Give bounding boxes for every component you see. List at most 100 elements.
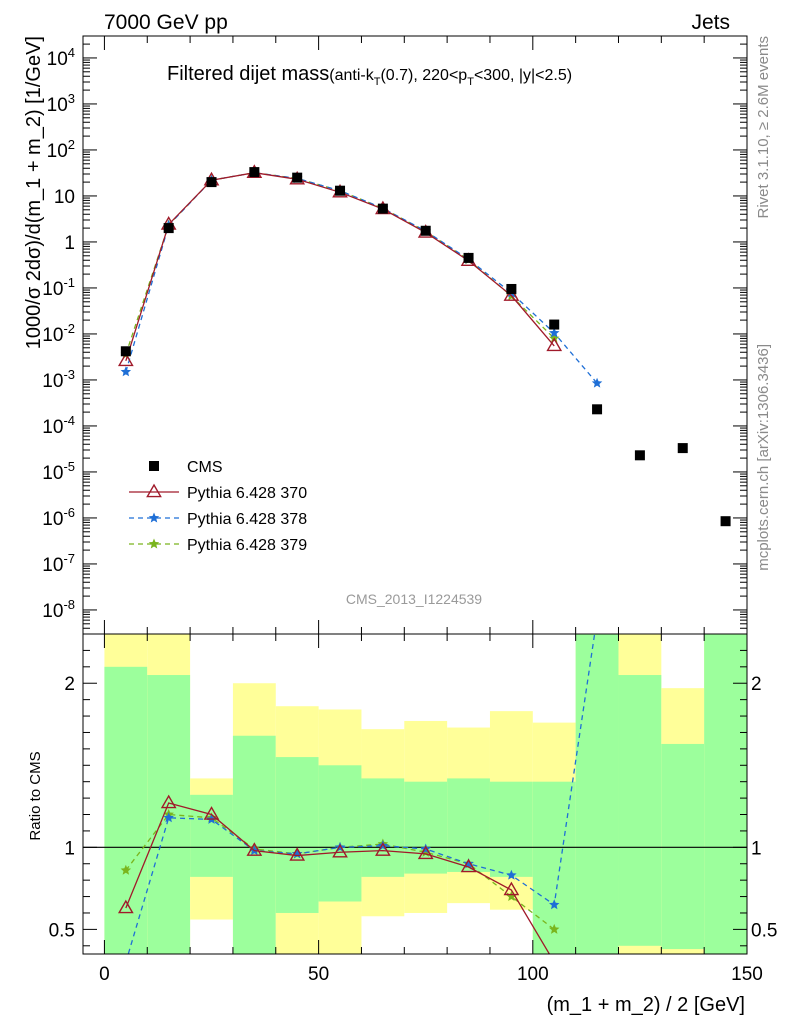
uncertainty-band-green <box>447 778 490 872</box>
legend-label: Pythia 6.428 378 <box>187 511 307 528</box>
data-point <box>120 346 131 357</box>
data-point <box>292 172 303 183</box>
uncertainty-band-green <box>489 781 533 877</box>
data-point <box>460 858 477 873</box>
data-point <box>720 516 731 527</box>
main-panel-frame <box>82 35 748 635</box>
y-tick-label: 10-6 <box>42 505 75 530</box>
main-panel <box>117 164 731 527</box>
x-tick-label: 150 <box>731 964 763 985</box>
uncertainty-band-green <box>318 765 362 902</box>
uncertainty-band-green <box>275 757 319 913</box>
series-line <box>125 172 555 362</box>
uncertainty-band-green <box>575 634 619 954</box>
ratio-y-tick-label-right: 2 <box>751 674 762 695</box>
uncertainty-band-green <box>147 675 191 954</box>
header-right: Jets <box>691 11 730 34</box>
header-left: 7000 GeV pp <box>104 11 228 34</box>
y-tick-label: 10-4 <box>42 413 75 438</box>
data-point <box>463 252 474 263</box>
data-point <box>546 337 563 352</box>
data-point <box>634 450 645 461</box>
ratio-panel-frame <box>82 633 748 955</box>
uncertainty-band-green <box>232 735 276 954</box>
data-point <box>203 806 220 820</box>
data-point <box>249 167 260 178</box>
x-tick-label: 0 <box>99 964 110 985</box>
data-point <box>592 612 602 622</box>
data-point <box>160 794 177 809</box>
data-point <box>548 923 560 934</box>
y-axis-label: 1000/σ 2dσ)/d(m_1 + m_2) [1/GeV] <box>23 36 45 349</box>
data-point <box>206 177 217 188</box>
main-title: Filtered dijet mass(anti-kT(0.7), 220<pT… <box>167 63 572 88</box>
data-point <box>548 327 560 338</box>
data-point <box>335 185 346 196</box>
ratio-y-tick-label-right: 1 <box>751 838 762 859</box>
y-tick-label: 10-7 <box>42 551 75 576</box>
data-point <box>117 352 134 367</box>
data-point <box>117 899 134 914</box>
y-tick-label: 10-5 <box>42 459 75 484</box>
data-point <box>420 225 431 236</box>
data-point <box>548 899 560 910</box>
data-point <box>377 203 388 214</box>
legend-label: CMS <box>187 459 223 476</box>
data-point <box>554 953 555 954</box>
y-tick-label: 103 <box>47 91 75 116</box>
data-point <box>417 845 434 860</box>
y-tick-label: 1 <box>64 233 75 254</box>
side-text-bottom: mcplots.cern.ch [arXiv:1306.3436] <box>755 344 772 571</box>
ratio-y-tick-label: 0.5 <box>49 920 75 941</box>
uncertainty-band-green <box>618 675 662 946</box>
data-point <box>121 957 131 967</box>
legend-label: Pythia 6.428 379 <box>187 537 307 554</box>
data-point <box>506 891 517 902</box>
ratio-y-tick-label: 2 <box>64 674 75 695</box>
y-tick-label: 104 <box>47 45 75 70</box>
data-point <box>592 404 603 415</box>
legend: CMS Pythia 6.428 370 Pythia 6.428 378 Pythi… <box>129 459 307 554</box>
uncertainty-band-green <box>404 781 448 874</box>
uncertainty-band-green <box>104 666 148 954</box>
y-tick-label: 10 <box>54 187 75 208</box>
legend-marker-cms <box>149 461 159 471</box>
data-point <box>375 842 391 856</box>
legend-marker <box>146 483 162 498</box>
data-point <box>591 377 603 388</box>
uncertainty-band-green <box>661 743 705 950</box>
data-point <box>677 443 688 454</box>
y-tick-label: 102 <box>47 137 75 162</box>
data-point <box>506 869 517 880</box>
main-title-main: Filtered dijet mass <box>167 63 329 85</box>
x-tick-label: 100 <box>517 964 549 985</box>
data-point <box>506 283 517 294</box>
data-point <box>120 864 132 875</box>
data-point <box>332 843 348 858</box>
legend-marker <box>148 538 160 549</box>
data-point <box>163 223 174 234</box>
data-point <box>163 812 174 823</box>
y-tick-label: 10-3 <box>42 367 75 392</box>
ratio-series-line <box>127 634 596 954</box>
y-tick-label: 10-1 <box>42 275 75 300</box>
x-axis-label: (m_1 + m_2) / 2 [GeV] <box>547 994 745 1016</box>
series-line <box>125 172 598 384</box>
ratio-y-axis-label: Ratio to CMS <box>27 751 44 840</box>
data-point <box>289 847 306 861</box>
ratio-panel <box>83 612 747 967</box>
main-plot-area <box>117 164 731 527</box>
uncertainty-band-green <box>704 634 747 954</box>
data-point <box>120 366 132 377</box>
y-tick-label: 10-2 <box>42 321 75 346</box>
uncertainty-band-green <box>361 778 405 877</box>
data-point <box>503 881 520 896</box>
watermark: CMS_2013_I1224539 <box>346 591 482 607</box>
data-point <box>549 319 560 330</box>
legend-label: Pythia 6.428 370 <box>187 485 307 502</box>
data-point <box>246 842 263 856</box>
side-text-top: Rivet 3.1.10, ≥ 2.6M events <box>755 36 772 219</box>
ratio-y-tick-label-right: 0.5 <box>751 920 777 941</box>
x-tick-label: 50 <box>308 964 329 985</box>
axis-ticks <box>83 35 748 954</box>
